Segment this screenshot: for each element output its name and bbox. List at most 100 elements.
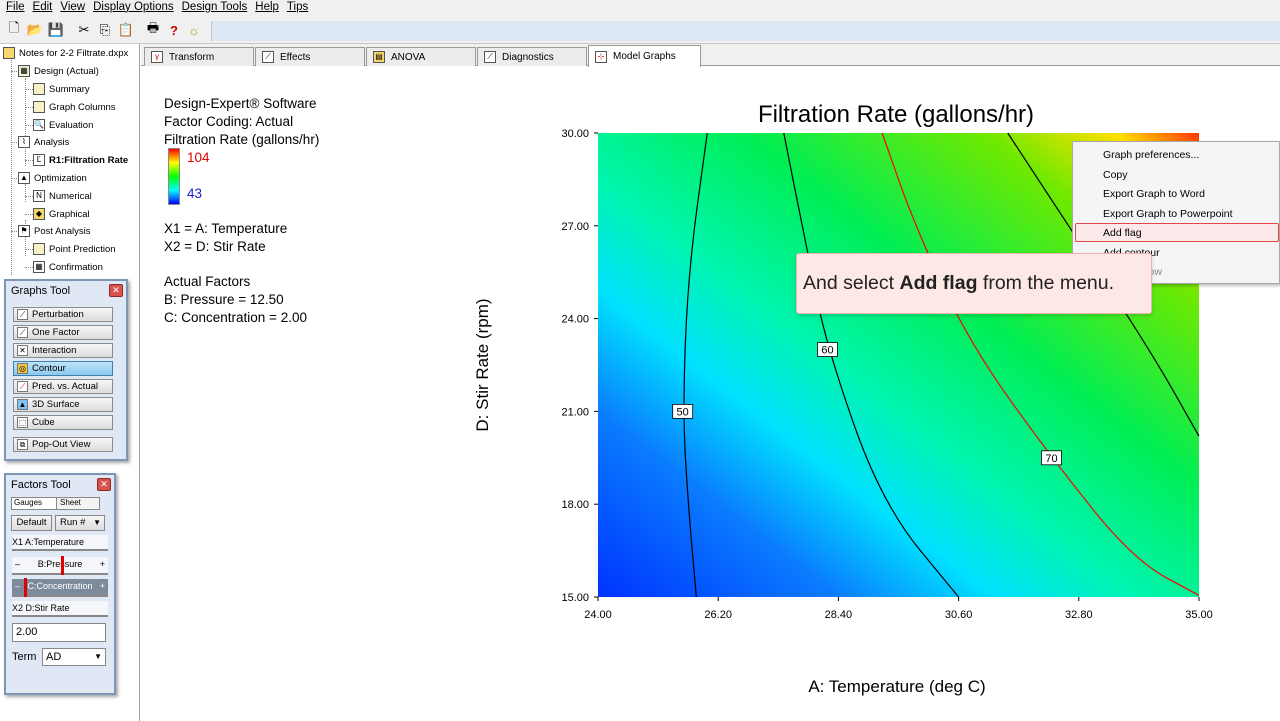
software-name: Design-Expert® Software bbox=[164, 96, 317, 111]
tab-anova[interactable]: ▤ ANOVA bbox=[366, 47, 476, 66]
concentration-slider[interactable]: – C:Concentration + bbox=[12, 578, 108, 597]
help-icon[interactable]: ? bbox=[170, 22, 178, 38]
contour-label-text: 60 bbox=[821, 345, 833, 357]
tree-item-optimization[interactable]: ▲ Optimization bbox=[18, 170, 87, 186]
tree-item-design-label: Design (Actual) bbox=[34, 65, 99, 77]
tree-item-summary-label: Summary bbox=[49, 83, 90, 95]
menu-file[interactable]: File bbox=[6, 1, 25, 13]
factor-x1-row[interactable]: X1 A:Temperature bbox=[12, 535, 108, 551]
contour-button[interactable]: ◎ Contour bbox=[13, 361, 113, 376]
interaction-label: Interaction bbox=[32, 345, 77, 356]
contour-label-50: 50 bbox=[672, 403, 694, 419]
contour-line-50 bbox=[683, 132, 708, 598]
menu-item-copy[interactable]: Copy bbox=[1103, 169, 1128, 181]
pressure-slider[interactable]: – B:Pressure + bbox=[12, 556, 108, 575]
callout-text-post: from the menu. bbox=[977, 272, 1115, 294]
tree-item-post-analysis[interactable]: ⚑ Post Analysis bbox=[18, 223, 91, 239]
open-icon[interactable]: 📂 bbox=[26, 22, 44, 37]
menu-display-options[interactable]: Display Options bbox=[93, 1, 174, 13]
graphs-tool-panel: Graphs Tool ✕ ⟋ Perturbation ⟋ One Factor … bbox=[4, 279, 128, 461]
pressure-setting: B: Pressure = 12.50 bbox=[164, 292, 284, 307]
one-factor-button[interactable]: ⟋ One Factor bbox=[13, 325, 113, 340]
factor-value-input[interactable]: 2.00 bbox=[12, 623, 106, 642]
contour-line-70 bbox=[881, 132, 1200, 596]
run-number-dropdown[interactable]: Run # ▼ bbox=[55, 515, 105, 531]
tree-item-graphical[interactable]: ◆ Graphical bbox=[33, 206, 90, 222]
paste-icon[interactable]: 📋 bbox=[117, 22, 135, 37]
tip-icon[interactable]: ☼ bbox=[188, 22, 200, 38]
interaction-button[interactable]: ✕ Interaction bbox=[13, 343, 113, 358]
x2-tag: X2 bbox=[12, 603, 24, 613]
grid-icon: ▦ bbox=[18, 65, 30, 77]
tree-item-graph-columns-label: Graph Columns bbox=[49, 101, 116, 113]
tab-effects[interactable]: ⟋ Effects bbox=[255, 47, 365, 66]
tab-model-graphs[interactable]: ⊹ Model Graphs bbox=[588, 45, 701, 67]
gauges-tab[interactable]: Gauges bbox=[11, 497, 58, 510]
tree-item-post-analysis-label: Post Analysis bbox=[34, 225, 91, 237]
menu-item-graph-preferences[interactable]: Graph preferences... bbox=[1103, 149, 1200, 161]
perturbation-icon: ⟋ bbox=[17, 309, 28, 320]
concentration-setting: C: Concentration = 2.00 bbox=[164, 310, 307, 325]
contour-chart[interactable]: Filtration Rate (gallons/hr) 50 60 70 24.0… bbox=[141, 66, 1280, 721]
document-icon bbox=[33, 243, 45, 255]
contour-label-text: 50 bbox=[677, 406, 689, 418]
folder-icon bbox=[3, 47, 15, 59]
new-icon[interactable]: 🗋 bbox=[8, 20, 20, 35]
sheet-tab[interactable]: Sheet bbox=[56, 497, 100, 510]
menu-item-export-word[interactable]: Export Graph to Word bbox=[1103, 188, 1205, 200]
pop-out-view-button[interactable]: ⧉ Pop-Out View bbox=[13, 437, 113, 452]
tree-item-r1[interactable]: Ľ R1:Filtration Rate bbox=[33, 152, 129, 168]
tree-item-numerical[interactable]: N Numerical bbox=[33, 188, 92, 204]
default-button[interactable]: Default bbox=[11, 515, 52, 531]
menu-view[interactable]: View bbox=[60, 1, 86, 13]
x1-tag: X1 bbox=[12, 537, 24, 547]
tree-root[interactable]: Notes for 2-2 Filtrate.dxpx bbox=[3, 45, 128, 61]
toolbar-strip bbox=[211, 21, 1280, 41]
tree-item-r1-label: R1:Filtration Rate bbox=[49, 154, 129, 166]
cut-icon[interactable]: ✂ bbox=[78, 22, 90, 37]
tab-anova-label: ANOVA bbox=[391, 51, 426, 63]
menu-item-export-powerpoint[interactable]: Export Graph to Powerpoint bbox=[1103, 208, 1233, 220]
pop-out-icon: ⧉ bbox=[17, 439, 28, 450]
tree-item-evaluation[interactable]: 🔍 Evaluation bbox=[33, 117, 93, 133]
perturbation-button[interactable]: ⟋ Perturbation bbox=[13, 307, 113, 322]
tree-item-point-prediction[interactable]: Point Prediction bbox=[33, 241, 116, 257]
tree-item-graph-columns[interactable]: Graph Columns bbox=[33, 99, 116, 115]
tree-item-analysis[interactable]: ⌇ Analysis bbox=[18, 134, 69, 150]
menu-design-tools[interactable]: Design Tools bbox=[181, 1, 248, 13]
tab-diagnostics-label: Diagnostics bbox=[502, 51, 554, 63]
print-icon[interactable]: 🖶 bbox=[146, 20, 160, 35]
tab-transform[interactable]: γ Transform bbox=[144, 47, 254, 66]
cube-label: Cube bbox=[32, 417, 55, 428]
factors-tool-title: Factors Tool ✕ bbox=[6, 475, 114, 495]
menu-help[interactable]: Help bbox=[255, 1, 279, 13]
x-tick-label: 26.20 bbox=[704, 609, 732, 621]
x2-label: D:Stir Rate bbox=[25, 603, 70, 613]
term-dropdown[interactable]: AD ▼ bbox=[42, 648, 106, 666]
cube-button[interactable]: ⬚ Cube bbox=[13, 415, 113, 430]
tree-item-evaluation-label: Evaluation bbox=[49, 119, 94, 131]
factor-x2-row[interactable]: X2 D:Stir Rate bbox=[12, 601, 108, 617]
contour-label-text: 70 bbox=[1045, 453, 1057, 465]
menu-item-add-flag[interactable]: Add flag bbox=[1103, 227, 1142, 239]
copy-icon[interactable]: ⎘ bbox=[99, 22, 111, 37]
pressure-slider-handle[interactable] bbox=[61, 556, 64, 575]
close-icon[interactable]: ✕ bbox=[97, 478, 111, 491]
3d-surface-button[interactable]: ▲ 3D Surface bbox=[13, 397, 113, 412]
menu-tips[interactable]: Tips bbox=[286, 1, 309, 13]
close-icon[interactable]: ✕ bbox=[109, 284, 123, 297]
save-icon[interactable]: 💾 bbox=[47, 22, 65, 37]
tree-item-summary[interactable]: Summary bbox=[33, 81, 90, 97]
plus-icon: + bbox=[99, 581, 105, 591]
instruction-callout: And select Add flag from the menu. bbox=[796, 253, 1152, 314]
tree-item-design[interactable]: ▦ Design (Actual) bbox=[18, 63, 99, 79]
document-icon bbox=[33, 101, 45, 113]
menu-edit[interactable]: Edit bbox=[32, 1, 53, 13]
contour-label-60: 60 bbox=[817, 342, 838, 357]
chevron-down-icon: ▼ bbox=[93, 518, 101, 527]
pred-vs-actual-button[interactable]: ⟋ Pred. vs. Actual bbox=[13, 379, 113, 394]
concentration-slider-handle[interactable] bbox=[24, 578, 27, 597]
tree-item-confirmation[interactable]: ▦ Confirmation bbox=[33, 259, 103, 275]
tab-diagnostics[interactable]: ⟋ Diagnostics bbox=[477, 47, 587, 66]
post-analysis-icon: ⚑ bbox=[18, 225, 30, 237]
